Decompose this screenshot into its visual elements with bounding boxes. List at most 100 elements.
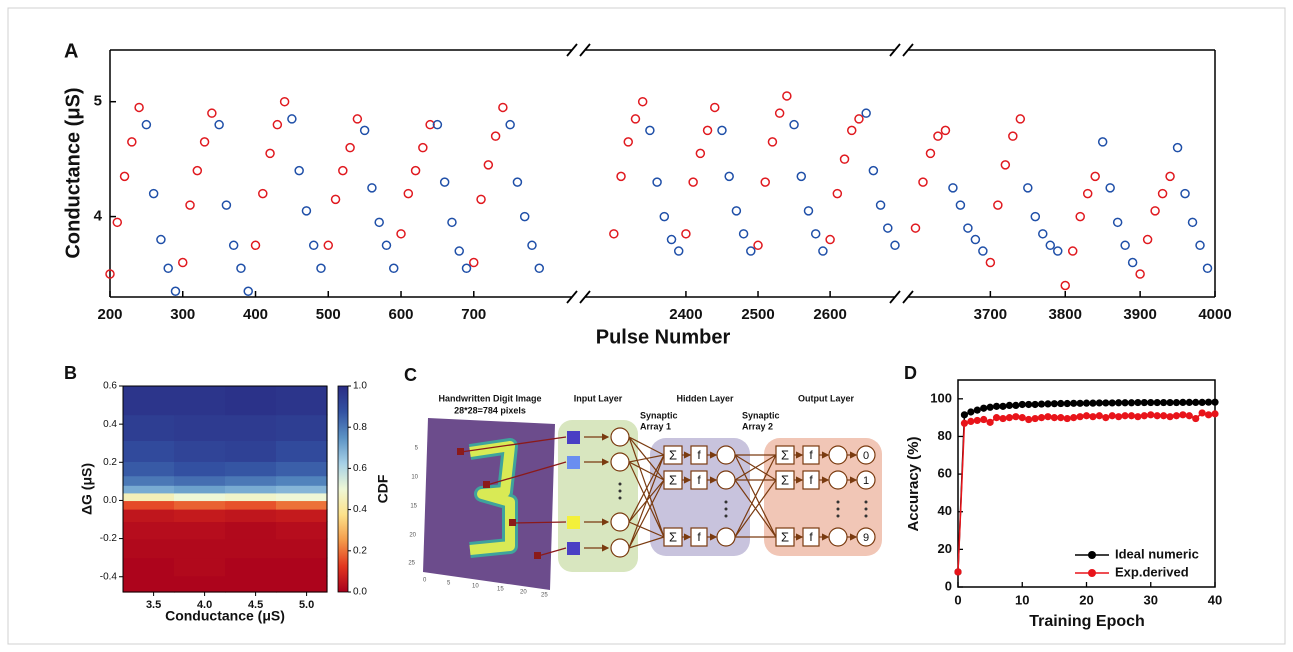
data-point (967, 417, 975, 425)
data-point (954, 568, 962, 576)
data-point (1012, 401, 1020, 410)
heatmap-cell (276, 492, 328, 502)
output-label: 1 (863, 475, 869, 487)
data-point (999, 414, 1007, 423)
digit-stroke (469, 441, 515, 555)
data-point (1185, 398, 1193, 406)
data-point (868, 165, 879, 176)
y-tick-label: 20 (938, 541, 952, 556)
data-point (439, 177, 450, 187)
data-point (960, 411, 969, 419)
data-point (955, 200, 966, 210)
data-point (1082, 412, 1091, 420)
data-point (1050, 400, 1058, 408)
data-point (1018, 400, 1026, 409)
data-point (1115, 413, 1123, 421)
data-point (1037, 400, 1046, 408)
legend-label: Exp.derived (1115, 564, 1189, 579)
data-point (753, 240, 763, 251)
data-point (666, 234, 677, 245)
data-point (980, 415, 988, 424)
data-point (418, 142, 428, 153)
x-tick-label: 700 (461, 306, 486, 323)
data-point (1053, 246, 1063, 256)
heatmap-cell (174, 386, 226, 416)
y-tick-label: 4 (94, 208, 103, 225)
data-point (323, 240, 334, 251)
axis-break (889, 290, 901, 304)
heatmap-cell (174, 557, 226, 577)
image-x-tick: 0 (423, 578, 427, 584)
data-point (810, 229, 821, 239)
synaptic-array-1 (628, 436, 665, 549)
y-tick-label: 60 (938, 466, 952, 481)
data-point (345, 142, 355, 153)
data-point (214, 119, 224, 130)
colorbar-tick-label: 0.2 (353, 545, 367, 556)
heatmap-cell (225, 414, 277, 441)
data-point (992, 414, 1001, 422)
data-point (1192, 398, 1200, 406)
data-point (258, 188, 268, 199)
data-point (148, 188, 159, 199)
image-y-tick: 25 (408, 561, 415, 567)
data-point (1157, 188, 1168, 199)
image-x-tick: 25 (541, 593, 548, 599)
hidden-neuron (716, 527, 736, 547)
x-tick-label: 600 (389, 306, 414, 323)
data-point (1147, 411, 1155, 419)
data-point (973, 416, 981, 425)
data-point (616, 171, 626, 182)
data-point (221, 200, 232, 210)
x-tick-label: 200 (97, 306, 122, 323)
x-tick-label: 0 (954, 592, 961, 607)
data-point (265, 148, 275, 159)
data-point (637, 96, 648, 107)
heatmap-cell (276, 475, 328, 486)
data-point (432, 119, 443, 130)
heatmap-cell (123, 485, 175, 494)
output-node (856, 527, 876, 547)
data-point (717, 125, 727, 136)
data-point (963, 223, 973, 233)
x-tick-label: 3.5 (146, 599, 161, 611)
data-point (1204, 398, 1213, 406)
data-point (527, 240, 537, 251)
x-tick-label: 30 (1144, 592, 1158, 607)
heatmap-cell (123, 557, 175, 577)
data-point (861, 108, 871, 118)
x-tick-label: 2600 (813, 306, 846, 323)
heatmap-cell (225, 440, 277, 462)
colorbar-tick-label: 0.6 (353, 463, 367, 474)
heatmap-cell (123, 475, 175, 486)
data-point (243, 286, 253, 297)
heatmap-cell (276, 538, 328, 559)
heatmap-cell (174, 440, 226, 462)
data-point (738, 229, 749, 239)
input-neurons (584, 427, 630, 558)
colorbar-tick-label: 0.4 (353, 504, 367, 515)
x-tick-label: 400 (243, 306, 268, 323)
image-x-tick: 20 (520, 590, 527, 596)
data-point (918, 177, 928, 187)
data-point (1160, 412, 1168, 420)
data-point (1063, 399, 1071, 408)
data-point (1030, 211, 1041, 222)
data-point (1120, 240, 1130, 251)
data-point (199, 137, 210, 147)
sum-symbol: Σ (669, 529, 677, 544)
heatmap-cell (225, 575, 277, 593)
data-point (681, 229, 691, 239)
data-point (825, 234, 835, 245)
data-point (724, 171, 734, 182)
y-tick-label: 100 (930, 390, 952, 405)
data-point (156, 234, 166, 245)
sum-symbol: Σ (669, 447, 677, 462)
data-point (461, 263, 472, 274)
heatmap-cell (174, 509, 226, 523)
array-title: Array 2 (742, 421, 773, 431)
heatmap-cell (225, 386, 277, 416)
data-point (796, 171, 807, 182)
data-point (1012, 413, 1020, 421)
